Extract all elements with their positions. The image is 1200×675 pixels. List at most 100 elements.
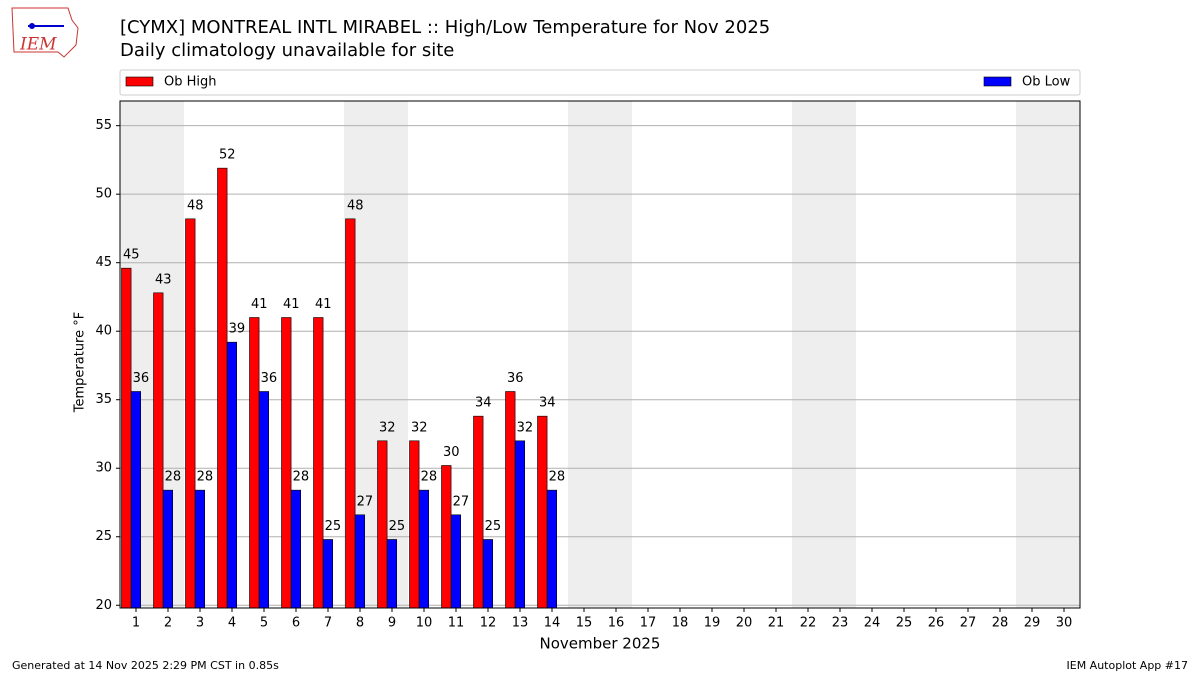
- x-tick-label: 30: [1056, 616, 1073, 631]
- chart-subtitle: Daily climatology unavailable for site: [120, 40, 454, 61]
- footer-left: Generated at 14 Nov 2025 2:29 PM CST in …: [12, 659, 279, 672]
- x-tick-label: 11: [448, 616, 465, 631]
- y-tick-label: 55: [95, 118, 112, 133]
- data-label: 28: [549, 470, 566, 485]
- data-label: 25: [389, 519, 406, 534]
- bar: [258, 391, 270, 609]
- legend-label: Ob Low: [1022, 75, 1071, 90]
- bar: [130, 391, 142, 609]
- x-tick-label: 1: [132, 616, 140, 631]
- x-tick-label: 10: [416, 616, 433, 631]
- data-label: 30: [443, 445, 460, 460]
- x-tick-label: 4: [228, 616, 236, 631]
- legend-swatch: [983, 76, 1012, 87]
- x-tick-label: 25: [896, 616, 913, 631]
- legend-swatch: [125, 76, 154, 87]
- data-label: 32: [379, 420, 396, 435]
- bar: [377, 440, 388, 609]
- bar: [322, 539, 334, 609]
- x-axis-label: November 2025: [540, 635, 661, 653]
- x-tick-label: 14: [544, 616, 561, 631]
- x-tick-label: 3: [196, 616, 204, 631]
- x-tick-label: 19: [704, 616, 721, 631]
- data-label: 41: [315, 297, 332, 312]
- x-tick-label: 27: [960, 616, 977, 631]
- bar: [482, 539, 494, 609]
- bar: [121, 267, 132, 609]
- data-label: 34: [539, 396, 556, 411]
- y-axis-label: Temperature °F: [73, 312, 88, 413]
- weekend-shade: [792, 101, 856, 608]
- legend-label: Ob High: [164, 75, 217, 90]
- x-tick-label: 13: [512, 616, 529, 631]
- data-label: 28: [293, 470, 310, 485]
- data-label: 25: [485, 519, 502, 534]
- data-label: 27: [453, 494, 470, 509]
- bar: [409, 440, 420, 609]
- x-tick-label: 7: [324, 616, 332, 631]
- y-tick-label: 30: [95, 461, 112, 476]
- y-tick-label: 50: [95, 187, 112, 202]
- bar: [345, 218, 356, 609]
- data-label: 36: [133, 371, 150, 386]
- data-label: 32: [517, 420, 534, 435]
- x-tick-label: 26: [928, 616, 945, 631]
- bar: [514, 440, 525, 609]
- bar: [313, 317, 324, 609]
- data-label: 28: [197, 470, 214, 485]
- x-tick-label: 24: [864, 616, 881, 631]
- x-tick-label: 16: [608, 616, 625, 631]
- x-tick-label: 2: [164, 616, 172, 631]
- bar: [194, 489, 206, 609]
- x-tick-label: 18: [672, 616, 689, 631]
- x-tick-label: 17: [640, 616, 657, 631]
- x-tick-label: 29: [1024, 616, 1041, 631]
- bar: [281, 317, 292, 609]
- footer-right: IEM Autoplot App #17: [1067, 659, 1189, 672]
- bar: [185, 218, 196, 609]
- x-tick-label: 21: [768, 616, 785, 631]
- bar: [226, 341, 238, 609]
- data-label: 25: [325, 519, 342, 534]
- legend-box: [119, 69, 1081, 96]
- data-label: 41: [283, 297, 300, 312]
- plot-frame: [119, 100, 1081, 609]
- bar: [249, 317, 260, 609]
- data-label: 28: [421, 470, 438, 485]
- bar: [153, 292, 164, 609]
- bar: [418, 489, 430, 609]
- bar: [473, 415, 484, 609]
- x-tick-label: 23: [832, 616, 849, 631]
- data-label: 39: [229, 322, 246, 337]
- x-tick-label: 28: [992, 616, 1009, 631]
- y-tick-label: 25: [95, 529, 112, 544]
- logo-outline: [11, 7, 79, 58]
- bar: [354, 514, 366, 609]
- data-label: 28: [165, 470, 182, 485]
- bar: [505, 391, 516, 609]
- data-label: 32: [411, 420, 428, 435]
- weekend-shade: [1016, 101, 1080, 608]
- data-label: 48: [187, 198, 204, 213]
- logo: IEM: [11, 7, 79, 58]
- x-tick-label: 12: [480, 616, 497, 631]
- data-label: 36: [507, 371, 524, 386]
- data-label: 43: [155, 272, 172, 287]
- x-tick-label: 5: [260, 616, 268, 631]
- data-label: 36: [261, 371, 278, 386]
- data-label: 41: [251, 297, 268, 312]
- chart-title: [CYMX] MONTREAL INTL MIRABEL :: High/Low…: [120, 17, 770, 38]
- bar: [546, 489, 557, 609]
- data-label: 52: [219, 148, 236, 163]
- bar: [441, 465, 452, 609]
- x-tick-label: 22: [800, 616, 817, 631]
- x-tick-label: 20: [736, 616, 753, 631]
- data-label: 34: [475, 396, 492, 411]
- x-tick-label: 8: [356, 616, 364, 631]
- data-label: 27: [357, 494, 374, 509]
- weekend-shade: [568, 101, 632, 608]
- y-tick-label: 20: [95, 598, 112, 613]
- bar: [386, 539, 398, 609]
- logo-text: IEM: [19, 35, 57, 55]
